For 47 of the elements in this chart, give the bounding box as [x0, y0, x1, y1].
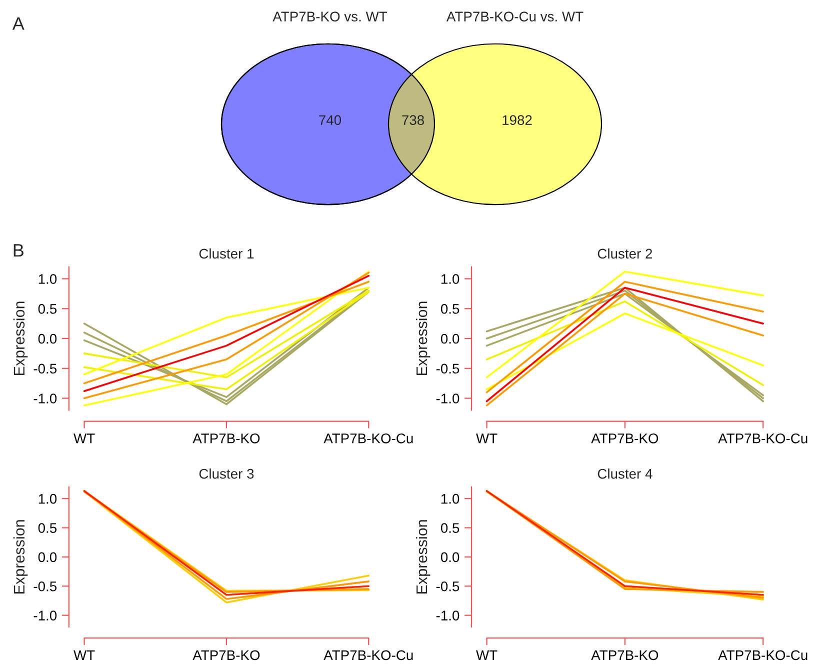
x-tick-label: ATP7B-KO-Cu [718, 433, 808, 444]
y-tick-label: -1.0 [34, 394, 57, 404]
x-tick-label: ATP7B-KO-Cu [324, 433, 413, 444]
data-label: 740 [319, 115, 342, 126]
y-tick-label: 1.0 [38, 494, 57, 504]
y-tick-label: 0.0 [440, 552, 460, 562]
y-axis-title: Expression [13, 520, 28, 594]
y-tick-label: 1.0 [38, 274, 57, 284]
y-tick-label: -1.0 [436, 610, 460, 620]
data-label: 1982 [502, 115, 532, 126]
category-label: ATP7B-KO vs. WT [272, 12, 388, 22]
x-tick-label: ATP7B-KO [591, 433, 658, 444]
y-tick-label: 0.5 [440, 304, 460, 314]
x-tick-label: ATP7B-KO [192, 650, 260, 660]
x-tick-label: WT [74, 434, 95, 444]
chart-title: Cluster 1 [199, 248, 254, 259]
y-tick-label: 0.5 [38, 523, 57, 533]
y-axis-title: Expression [13, 302, 28, 376]
y-tick-label: 1.0 [441, 494, 460, 504]
text: B [14, 244, 24, 257]
x-tick-label: ATP7B-KO [192, 433, 260, 444]
x-tick-label: WT [74, 650, 95, 660]
y-tick-label: -0.5 [34, 581, 57, 592]
y-tick-label: 1.0 [441, 274, 460, 284]
y-tick-label: -1.0 [436, 394, 460, 404]
y-axis-title: Expression [416, 520, 430, 594]
y-axis-title: Expression [416, 302, 430, 376]
y-tick-label: -1.0 [34, 610, 57, 620]
x-tick-label: ATP7B-KO-Cu [324, 650, 413, 660]
x-tick-label: WT [476, 434, 498, 444]
y-tick-label: -0.5 [34, 364, 57, 374]
y-tick-label: -0.5 [436, 581, 460, 592]
y-tick-label: 0.0 [440, 334, 460, 344]
x-tick-label: WT [476, 650, 498, 660]
data-label: 738 [402, 115, 424, 126]
chart-title: Cluster 2 [598, 248, 652, 259]
y-tick-label: -0.5 [436, 364, 460, 374]
y-tick-label: 0.5 [440, 523, 460, 533]
category-label: ATP7B-KO-Cu vs. WT [446, 12, 584, 22]
x-tick-label: ATP7B-KO-Cu [718, 650, 808, 660]
chart-title: Cluster 3 [199, 468, 254, 479]
y-tick-label: 0.0 [38, 552, 57, 562]
chart-title: Cluster 4 [598, 468, 652, 479]
text: A [12, 17, 24, 30]
y-tick-label: 0.0 [38, 334, 57, 344]
y-tick-label: 0.5 [38, 304, 57, 314]
x-tick-label: ATP7B-KO [591, 650, 658, 660]
